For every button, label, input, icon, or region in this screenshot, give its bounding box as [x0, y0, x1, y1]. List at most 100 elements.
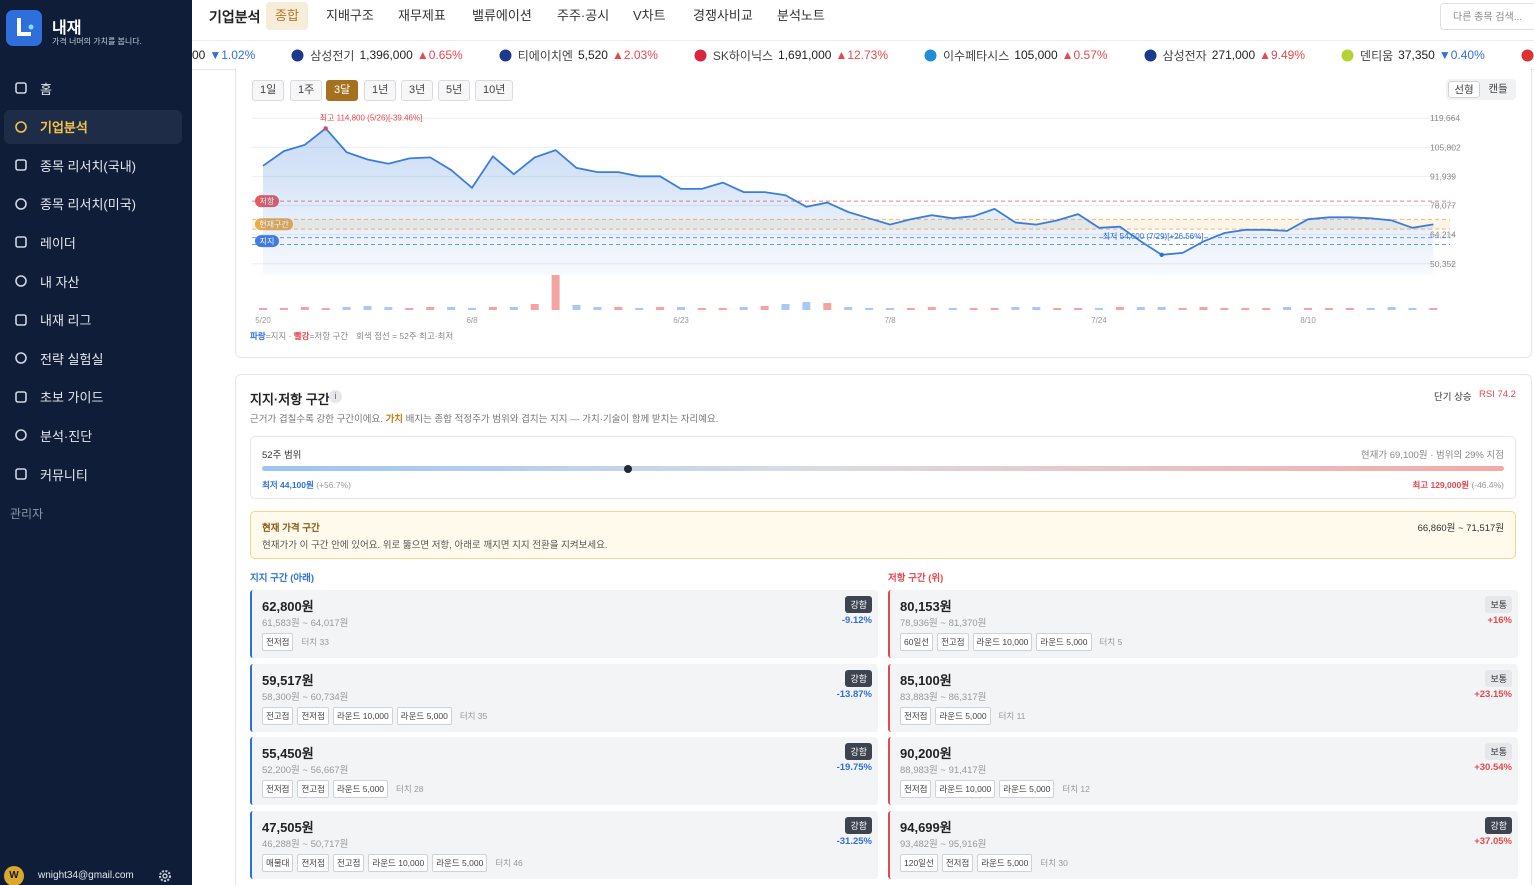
nav-tab[interactable]: V차트 — [633, 8, 666, 23]
ticker-item[interactable]: 덴티움 37,350 ▼0.40% — [1341, 47, 1485, 64]
menu-icon — [15, 390, 27, 403]
ticker-price: 37,350 — [1398, 48, 1435, 62]
support-card[interactable]: 55,450원 52,200원 ~ 56,667원 강함 -19.75% 전저점 전고점 라… — [250, 737, 878, 805]
ticker-item[interactable]: 삼성전기 1,396,000 ▲0.65% — [291, 47, 463, 64]
x-tick-label: 5/20 — [255, 316, 271, 325]
range-button[interactable]: 3달 — [326, 80, 359, 101]
range-button[interactable]: 10년 — [475, 80, 514, 101]
nav-tab[interactable]: 밸류에이션 — [472, 8, 532, 23]
range-button[interactable]: 3년 — [401, 80, 434, 101]
volume-bar — [1199, 307, 1208, 310]
range-button[interactable]: 1주 — [290, 80, 323, 101]
ticker-item[interactable]: 티에이치엔 5,520 ▲2.03% — [499, 47, 658, 64]
zone-tag: 전저점 — [900, 780, 932, 798]
zone-touch: 터치 35 — [459, 710, 488, 721]
y-tick-label: 91,939 — [1430, 171, 1456, 181]
nav-tab[interactable]: 재무제표 — [398, 8, 446, 23]
ticker-price: 5,520 — [577, 48, 608, 62]
ticker-price: 1,691,000 — [778, 48, 832, 62]
menu-item[interactable]: 홈 — [4, 71, 182, 105]
menu-icon — [15, 197, 27, 210]
support-card[interactable]: 47,505원 46,288원 ~ 50,717원 강함 -31.25% 매물대 전저점 전… — [250, 810, 878, 879]
menu-item[interactable]: 종목 리서치(국내) — [4, 148, 182, 182]
mode-button[interactable]: 캔들 — [1488, 83, 1508, 95]
menu-icon-shape — [15, 313, 27, 326]
volume-bar — [279, 308, 288, 310]
zone-change: -13.87% — [836, 688, 872, 700]
menu-icon-shape — [15, 429, 27, 442]
menu-item[interactable]: 초보 가이드 — [4, 380, 182, 414]
range52-low-label: 최저 44,100원 — [262, 480, 314, 490]
zone-touch: 터치 28 — [396, 784, 424, 794]
y-tick-label: 78,077 — [1430, 201, 1456, 211]
menu-item[interactable]: 내재 리그 — [4, 303, 182, 337]
nav-tab[interactable]: 경쟁사비교 — [693, 8, 753, 23]
zone-touch: 터치 5 — [1099, 637, 1123, 647]
info-icon[interactable]: i — [329, 390, 342, 403]
volume-bar — [259, 308, 267, 310]
y-tick-label: 64,214 — [1430, 230, 1456, 240]
ticker-item[interactable]: SK하이닉스 1,691,000 ▲12.73% — [694, 47, 888, 64]
search-box[interactable]: 다른 종목 검색... — [1440, 3, 1534, 30]
resistance-card[interactable]: 94,699원 93,482원 ~ 95,916원 강함 +37.05% 120일선 전저… — [888, 810, 1518, 879]
price-chart: 119,664105,80291,93978,07764,21450,352저항… — [252, 112, 1461, 325]
zone-tags: 전저점 라운드 5,000 터치 11 — [900, 706, 1025, 725]
volume-bar — [614, 307, 623, 310]
zone-touch: 터치 12 — [1062, 784, 1090, 794]
ticker-logo — [291, 49, 304, 61]
menu-icon — [15, 120, 27, 133]
ticker-item[interactable]: 이수페타시스 105,000 ▲0.57% — [924, 47, 1108, 64]
resistance-card[interactable]: 85,100원 83,883원 ~ 86,317원 보통 +23.15% 전저점 라운드 … — [888, 663, 1518, 732]
resistance-card[interactable]: 80,153원 78,936원 ~ 81,370원 보통 +16% 60일선 전고점 라운드… — [888, 590, 1518, 658]
menu-item[interactable]: 종목 리서치(미국) — [4, 187, 182, 221]
menu-item[interactable]: 분석·진단 — [4, 418, 182, 452]
volume-bar — [1074, 308, 1083, 310]
high-marker — [323, 126, 328, 131]
volume-bar — [1366, 308, 1375, 310]
range-button[interactable]: 1년 — [364, 80, 397, 101]
settings-icon[interactable] — [158, 869, 172, 883]
zone-tags: 전고점 전저점 라운드 10,000 라운드 5,000 터치 35 — [262, 706, 488, 725]
zone-touch: 터치 46 — [495, 857, 523, 868]
menu-label: 내 자산 — [40, 274, 80, 290]
range-button[interactable]: 5년 — [438, 80, 471, 101]
support-card[interactable]: 59,517원 58,300원 ~ 60,734원 강함 -13.87% 전고점 전저점 라… — [250, 663, 878, 732]
nav-tab[interactable]: 주주·공시 — [557, 8, 610, 23]
ticker-logo-dot — [1521, 49, 1534, 61]
range52-bar — [262, 464, 1504, 473]
y-tick-label: 119,664 — [1430, 113, 1460, 123]
menu-item[interactable]: 기업분석 — [4, 109, 182, 144]
y-tick-label: 50,352 — [1430, 259, 1456, 269]
menu-label: 내재 리그 — [40, 313, 92, 329]
zone-tag: 전저점 — [941, 853, 974, 872]
ticker-item[interactable]: 00 ▼1.02% — [192, 48, 255, 62]
ticker-item[interactable]: 삼성전자 271,000 ▲9.49% — [1144, 47, 1305, 64]
volume-bar — [1032, 307, 1041, 310]
volume-bar — [990, 308, 999, 310]
nav-tab[interactable]: 지배구조 — [326, 8, 374, 23]
ticker-name: 덴티움 — [1360, 48, 1394, 63]
zone-price: 47,505원 — [262, 819, 314, 835]
zone-change: -31.25% — [836, 835, 872, 847]
support-card[interactable]: 62,800원 61,583원 ~ 64,017원 강함 -9.12% 전저점 터치 33 — [250, 590, 878, 658]
resistance-card[interactable]: 90,200원 88,983원 ~ 91,417원 보통 +30.54% 전저점 라운드 … — [888, 737, 1518, 805]
menu-item[interactable]: 커뮤니티 — [4, 457, 182, 491]
volume-bar — [1387, 307, 1396, 310]
zone-range: 46,288원 ~ 50,717원 — [262, 838, 349, 850]
low-marker — [1159, 252, 1164, 258]
menu-item[interactable]: 전략 실험실 — [4, 341, 182, 375]
admin-link[interactable]: 관리자 — [10, 507, 44, 521]
menu-item[interactable]: 내 자산 — [4, 264, 182, 298]
mode-button[interactable]: 선형 — [1448, 81, 1480, 98]
menu-item[interactable]: 레이더 — [4, 225, 182, 259]
zone-price: 85,100원 — [900, 672, 952, 688]
volume-bar — [760, 306, 769, 310]
zone-price: 62,800원 — [262, 599, 314, 614]
range-button[interactable]: 1일 — [252, 80, 285, 101]
volume-bar — [697, 308, 706, 310]
nav-tab[interactable]: 분석노트 — [777, 8, 825, 23]
ticker-item[interactable]: 대 — [1521, 47, 1534, 64]
nav-tab[interactable]: 종합 — [266, 2, 308, 30]
